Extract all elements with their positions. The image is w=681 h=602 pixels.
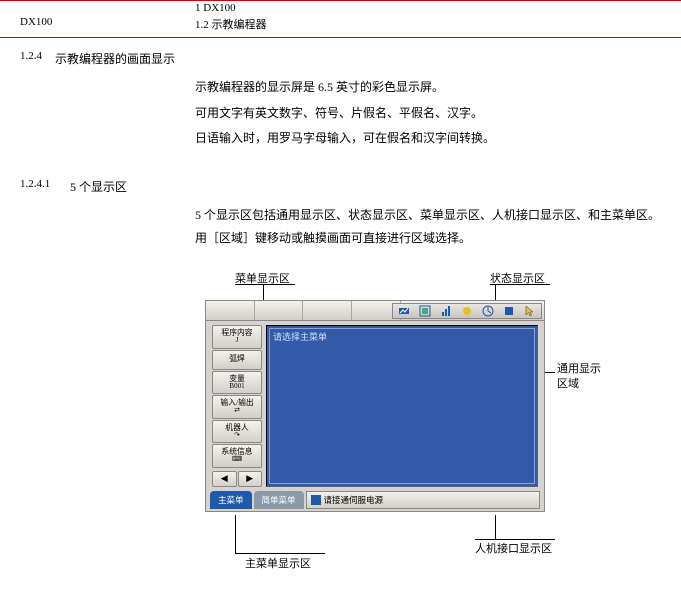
callout-general-l2: 区域: [557, 377, 607, 392]
sidebar-button-robot[interactable]: 机器人 ↷: [212, 420, 262, 444]
status-icon: [461, 305, 473, 317]
status-icon: [503, 305, 515, 317]
sidebar-button-sysinfo[interactable]: 系统信息 ⌨: [212, 444, 262, 468]
status-icon: [419, 305, 431, 317]
menu-item[interactable]: [206, 301, 255, 320]
callout-hmi-area: 人机接口显示区: [475, 540, 552, 556]
status-icon: [398, 305, 410, 317]
menu-item[interactable]: [303, 301, 352, 320]
paragraph: 可用文字有英文数字、符号、片假名、平假名、汉字。: [195, 103, 681, 125]
main-prompt: 请选择主菜单: [273, 330, 327, 343]
pendant-screenshot: 程序内容 J 弧焊 变量 B001 输入/输出 ⇄ 机器人 ↷ 系统信息: [205, 300, 545, 512]
sidebar-button-arc[interactable]: 弧焊: [212, 350, 262, 370]
menu-item[interactable]: [255, 301, 304, 320]
paragraph: 5 个显示区包括通用显示区、状态显示区、菜单显示区、人机接口显示区、和主菜单区。: [195, 205, 681, 227]
paragraph: 示教编程器的显示屏是 6.5 英寸的彩色显示屏。: [195, 77, 681, 99]
sidebar: 程序内容 J 弧焊 变量 B001 输入/输出 ⇄ 机器人 ↷ 系统信息: [210, 323, 264, 489]
sidebar-button-variable[interactable]: 变量 B001: [212, 371, 262, 395]
hdr-product: DX100: [20, 15, 195, 29]
hmi-message-bar: 请接通伺服电源: [306, 491, 540, 509]
paragraph: 日语输入时，用罗马字母输入，可在假名和汉字间转换。: [195, 128, 681, 150]
bottom-bar: 主菜单 简单菜单 请接通伺服电源: [210, 491, 540, 509]
sidebar-button-program[interactable]: 程序内容 J: [212, 325, 262, 349]
status-icon: [440, 305, 452, 317]
sidebar-button-io[interactable]: 输入/输出 ⇄: [212, 395, 262, 419]
callout-general-area: 通用显示 区域: [557, 362, 607, 393]
hdr-section: 1.2 示教编程器: [195, 15, 681, 33]
callout-general-l1: 通用显示: [557, 362, 607, 377]
sidebar-sublabel: B001: [229, 383, 244, 390]
nav-prev-button[interactable]: ◀: [212, 471, 237, 487]
hmi-message: 请接通伺服电源: [324, 494, 384, 506]
section-number: 1.2.4: [0, 50, 55, 67]
status-bar: [392, 303, 542, 319]
nav-next-button[interactable]: ▶: [238, 471, 263, 487]
tab-simplemenu[interactable]: 简单菜单: [254, 491, 304, 509]
paragraph: 用［区域］键移动或触摸画面可直接进行区域选择。: [195, 228, 681, 250]
hdr-chapter: 1 DX100: [195, 1, 681, 15]
general-display-pane: 请选择主菜单: [266, 325, 538, 487]
subsection-number: 1.2.4.1: [0, 178, 70, 195]
cursor-icon: [524, 305, 536, 317]
subsection-title: 5 个显示区: [70, 178, 127, 195]
callout-mainmenu-area: 主菜单显示区: [245, 555, 311, 571]
section-title: 示教编程器的画面显示: [55, 50, 175, 67]
status-icon: [482, 305, 494, 317]
play-icon: [311, 495, 321, 505]
tab-mainmenu[interactable]: 主菜单: [210, 491, 252, 509]
